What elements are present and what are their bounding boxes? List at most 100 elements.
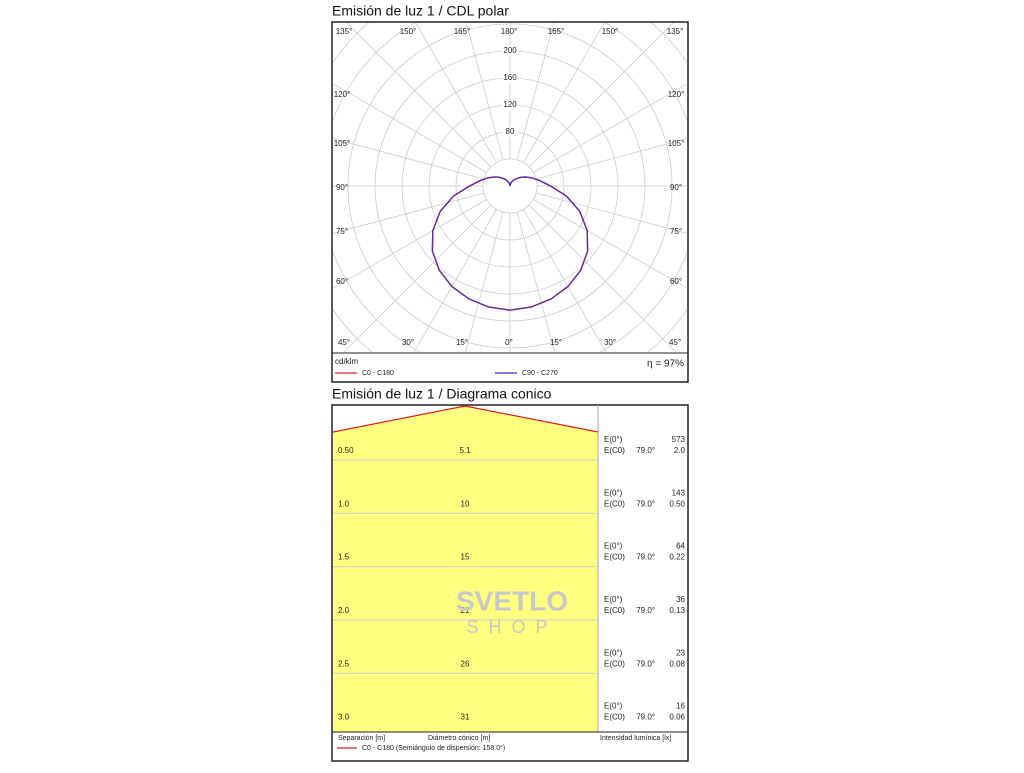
angle-label: 165° — [454, 27, 471, 36]
separation: 0.50 — [338, 446, 354, 455]
cone-area — [333, 406, 598, 732]
angle: 79.0° — [636, 553, 655, 562]
diameter: 31 — [461, 713, 470, 722]
ec0-label: E(C0) — [604, 499, 625, 508]
tick-bg — [502, 127, 518, 137]
angle-label: 45° — [669, 338, 681, 347]
watermark: SVETLO — [456, 585, 568, 616]
unit-label: cd/klm — [335, 357, 358, 366]
angle-label: 150° — [400, 27, 417, 36]
angle: 79.0° — [636, 446, 655, 455]
angle-label: 60° — [670, 277, 682, 286]
e0-label: E(0°) — [604, 488, 623, 497]
angle-label: 180° — [501, 27, 518, 36]
e0-label: E(0°) — [604, 648, 623, 657]
angle-label: 60° — [336, 277, 348, 286]
spoke — [535, 138, 687, 180]
tick-bg — [502, 100, 518, 110]
diameter: 5.1 — [459, 446, 471, 455]
e0-label: E(0°) — [604, 595, 623, 604]
spoke — [533, 83, 687, 173]
angle-label: 90° — [336, 183, 348, 192]
polar-plot — [333, 23, 687, 352]
spoke — [333, 138, 485, 180]
separation: 3.0 — [338, 713, 350, 722]
angle: 79.0° — [636, 606, 655, 615]
angle-label: 30° — [402, 338, 414, 347]
ec0-label: E(C0) — [604, 713, 625, 722]
r-tick-label: 80 — [506, 127, 515, 136]
angle: 79.0° — [636, 659, 655, 668]
column-header: Intensidad lumínica [lx] — [600, 735, 671, 742]
ec0-label: E(C0) — [604, 659, 625, 668]
column-header: Diámetro cónico [m] — [428, 735, 490, 742]
spoke — [516, 23, 555, 161]
angle-label: 135° — [336, 27, 353, 36]
separation: 1.0 — [338, 499, 350, 508]
ec0-value: 0.50 — [669, 499, 685, 508]
tick-bg — [502, 46, 518, 56]
diameter: 21 — [461, 606, 470, 615]
diameter: 26 — [461, 659, 470, 668]
spoke — [333, 83, 487, 173]
angle-label: 105° — [668, 139, 685, 148]
angle-label: 90° — [670, 183, 682, 192]
ec0-value: 0.13 — [669, 606, 685, 615]
ec0-label: E(C0) — [604, 553, 625, 562]
angle-label: 15° — [456, 338, 468, 347]
intensity-curve — [509, 176, 589, 311]
spoke — [516, 211, 555, 352]
angle-label: 120° — [334, 90, 351, 99]
e0-label: E(0°) — [604, 542, 623, 551]
watermark: SHOP — [466, 617, 557, 637]
e0-value: 36 — [676, 595, 685, 604]
e0-label: E(0°) — [604, 702, 623, 711]
separation: 2.0 — [338, 606, 350, 615]
ec0-value: 2.0 — [674, 446, 686, 455]
spoke — [528, 204, 677, 352]
legend-label: C0 - C180 (Semiángulo de dispersión: 158… — [362, 744, 505, 752]
angle-label: 30° — [604, 338, 616, 347]
separation: 2.5 — [338, 659, 350, 668]
e0-label: E(0°) — [604, 435, 623, 444]
angle-label: 165° — [548, 27, 565, 36]
r-tick-label: 200 — [503, 46, 517, 55]
legend-label: C0 - C180 — [362, 370, 394, 377]
cone-title: Emisión de luz 1 / Diagrama conico — [332, 386, 552, 402]
e0-value: 16 — [676, 702, 685, 711]
spoke — [413, 209, 497, 352]
separation: 1.5 — [338, 553, 350, 562]
e0-value: 23 — [676, 648, 685, 657]
angle-label: 15° — [550, 338, 562, 347]
ec0-value: 0.08 — [669, 659, 685, 668]
ec0-value: 0.22 — [669, 553, 685, 562]
tick-bg — [502, 73, 518, 83]
angle-label: 120° — [668, 90, 685, 99]
spoke — [343, 204, 492, 352]
diameter: 10 — [461, 499, 470, 508]
ec0-label: E(C0) — [604, 446, 625, 455]
e0-value: 573 — [672, 435, 686, 444]
spoke — [523, 23, 605, 163]
polar-title: Emisión de luz 1 / CDL polar — [332, 3, 509, 19]
angle-label: 105° — [334, 139, 351, 148]
spoke — [333, 192, 485, 234]
cone-outline — [332, 405, 599, 433]
angle-label: 75° — [336, 227, 348, 236]
intensity-curve — [431, 176, 511, 311]
angle-label: 45° — [338, 338, 350, 347]
r-tick-label: 120 — [503, 100, 517, 109]
ec0-label: E(C0) — [604, 606, 625, 615]
angle-label: 75° — [670, 227, 682, 236]
diameter: 15 — [461, 553, 470, 562]
angle-label: 150° — [602, 27, 619, 36]
efficiency: η = 97% — [647, 359, 684, 370]
spoke — [535, 192, 687, 234]
column-header: Separación [m] — [338, 735, 385, 742]
r-tick-label: 160 — [503, 73, 517, 82]
angle: 79.0° — [636, 499, 655, 508]
ec0-value: 0.06 — [669, 713, 685, 722]
spoke — [528, 23, 674, 168]
